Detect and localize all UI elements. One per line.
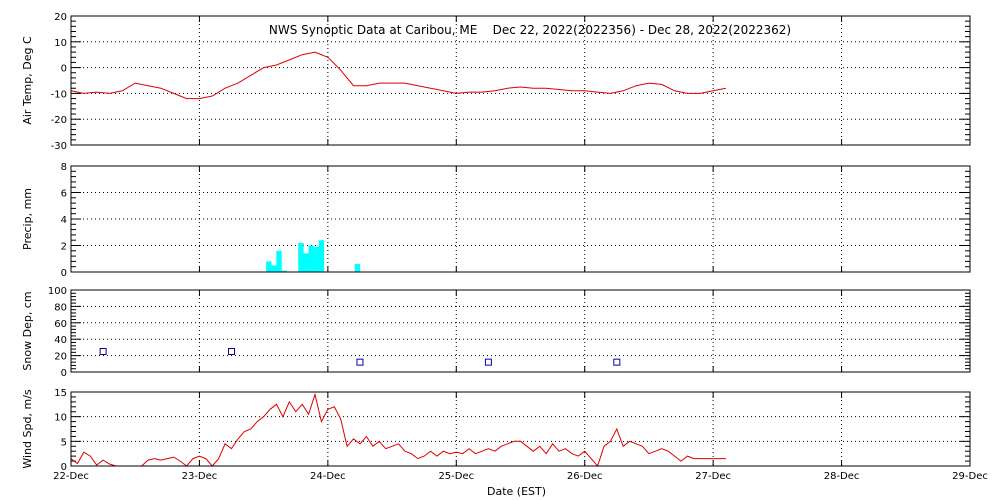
y-tick-label: 0 (61, 368, 67, 379)
y-tick-label: 80 (54, 302, 67, 313)
y-axis-label: Snow Dep, cm (21, 291, 34, 370)
x-tick-label: 29-Dec (952, 471, 988, 482)
y-tick-label: 0 (61, 462, 67, 473)
precip-bar (313, 246, 319, 272)
y-tick-label: 0 (61, 64, 67, 75)
panel-frame (70, 165, 971, 273)
y-tick-label: 20 (54, 12, 67, 23)
x-tick-label: 24-Dec (310, 471, 346, 482)
panel-precip: 0 2 4 6 8 Precip, mm (21, 162, 971, 279)
panel-frame (70, 15, 971, 146)
y-axis-label: Precip, mm (21, 188, 34, 250)
precip-bar (354, 264, 361, 272)
y-tick-label: 10 (54, 413, 67, 424)
y-tick-label: 5 (61, 437, 67, 448)
snow-depth-point (484, 358, 492, 366)
precip-bar (271, 265, 277, 272)
snow-depth-point (356, 358, 364, 366)
precip-bar (266, 261, 272, 272)
y-tick-label: -10 (51, 89, 67, 100)
y-tick-label: 10 (54, 38, 67, 49)
precip-bar (298, 242, 304, 272)
x-axis-label: Date (EST) (487, 485, 546, 498)
precip-bar (303, 253, 309, 272)
panel-wind-speed: 0 5 10 15 Wind Spd, m/s 22-Dec 23-Dec 24-Dec 25-… (21, 388, 988, 498)
precip-bar (308, 245, 314, 272)
y-tick-label: 0 (61, 268, 67, 279)
y-tick-label: 60 (54, 319, 67, 330)
y-tick-label: 4 (61, 215, 67, 226)
x-tick-label: 22-Dec (53, 471, 89, 482)
wind-speed-line (70, 392, 726, 467)
panel-frame (70, 391, 971, 467)
chart-panels: -30 -20 -10 0 10 20 Air Temp, Deg C 0 2 4 6 8 Precip… (21, 12, 988, 498)
y-tick-label: 2 (61, 242, 67, 253)
precip-bar (318, 240, 325, 272)
y-tick-label: 40 (54, 335, 67, 346)
x-tick-label: 28-Dec (824, 471, 860, 482)
y-tick-label: 100 (48, 286, 67, 297)
panel-air-temp: -30 -20 -10 0 10 20 Air Temp, Deg C (21, 12, 971, 152)
x-tick-label: 27-Dec (695, 471, 731, 482)
x-tick-label: 26-Dec (567, 471, 603, 482)
panel-snow-depth: 0 20 40 60 80 100 Snow Dep, cm (21, 286, 971, 379)
snow-depth-point (228, 348, 236, 355)
y-tick-label: 20 (54, 352, 67, 363)
y-tick-label: -30 (51, 141, 67, 152)
y-axis-label: Air Temp, Deg C (21, 36, 34, 125)
panel-frame (70, 289, 971, 373)
precip-bar (281, 270, 287, 272)
y-tick-label: 6 (61, 189, 67, 200)
air-temp-line (70, 51, 727, 100)
x-tick-label: 25-Dec (438, 471, 474, 482)
chart-title: NWS Synoptic Data at Caribou, ME Dec 22,… (269, 23, 791, 37)
x-tick-label: 23-Dec (182, 471, 218, 482)
y-tick-label: -20 (51, 115, 67, 126)
y-axis-label: Wind Spd, m/s (21, 389, 34, 469)
y-tick-label: 8 (61, 162, 67, 173)
y-tick-label: 15 (54, 388, 67, 399)
precip-bar (276, 250, 282, 272)
snow-depth-point (99, 348, 107, 355)
snow-depth-point (613, 358, 621, 366)
